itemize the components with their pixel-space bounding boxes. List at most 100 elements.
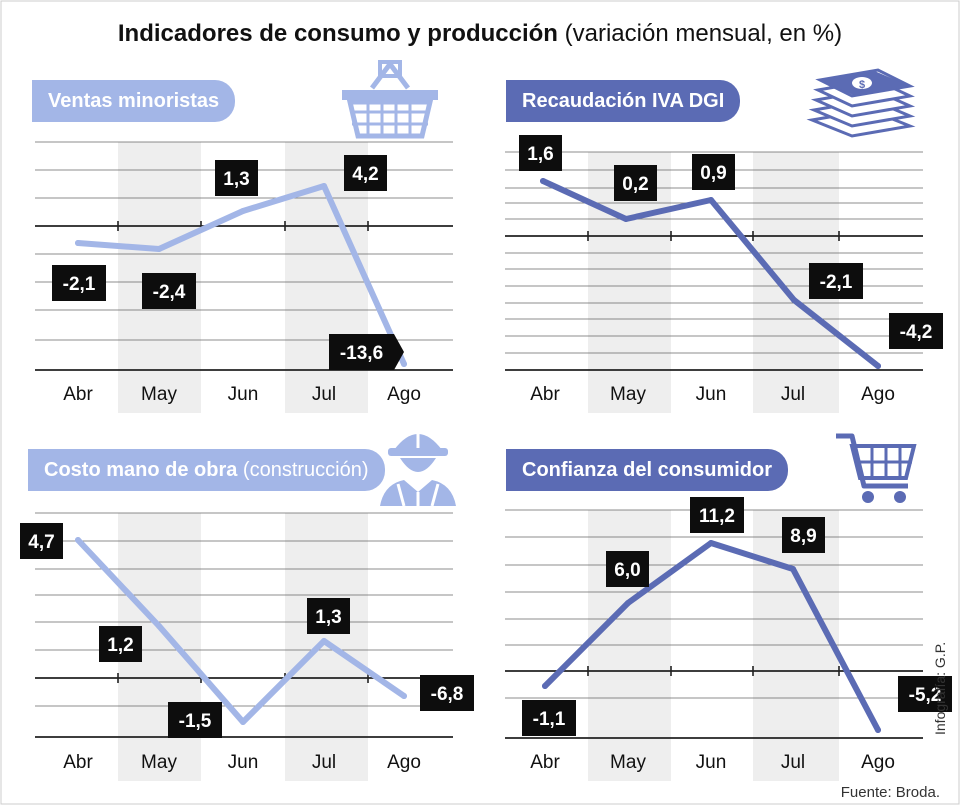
data-label-box bbox=[142, 273, 196, 309]
panel-title-confianza: Confianza del consumidor bbox=[506, 449, 789, 491]
data-label-text: -1,5 bbox=[179, 711, 212, 732]
data-label-box bbox=[809, 263, 863, 299]
data-label-box bbox=[20, 523, 63, 559]
data-label-text: -5,2 bbox=[909, 685, 942, 706]
x-tick-label: Jul bbox=[312, 752, 336, 773]
data-label: 1,3 bbox=[307, 598, 350, 634]
data-point bbox=[156, 246, 162, 252]
data-label-text: 1,3 bbox=[223, 169, 249, 190]
data-point bbox=[75, 240, 81, 246]
cart-icon bbox=[836, 433, 917, 503]
data-label-text: 1,6 bbox=[527, 144, 553, 165]
data-label-text: 0,9 bbox=[700, 163, 726, 184]
x-tick-label: Ago bbox=[861, 384, 895, 405]
data-label: -5,2 bbox=[898, 676, 952, 712]
svg-text:$: $ bbox=[859, 79, 865, 91]
column-band bbox=[753, 510, 839, 781]
data-label: -6,8 bbox=[420, 675, 474, 711]
data-label: 0,2 bbox=[614, 165, 657, 201]
x-tick-label: Ago bbox=[861, 752, 895, 773]
data-point bbox=[790, 566, 796, 572]
data-label-box bbox=[690, 497, 744, 533]
x-tick-label: May bbox=[141, 384, 177, 405]
data-label: -13,6 bbox=[329, 334, 404, 370]
data-point bbox=[540, 178, 546, 184]
data-label-text: -2,1 bbox=[820, 272, 853, 293]
basket-icon bbox=[342, 59, 438, 139]
data-label-text: -2,1 bbox=[63, 274, 96, 295]
data-label-box bbox=[606, 551, 649, 587]
x-tick-label: Abr bbox=[63, 752, 93, 773]
data-label-text: 1,2 bbox=[107, 635, 133, 656]
data-label-box bbox=[307, 598, 350, 634]
x-tick-label: Jul bbox=[312, 384, 336, 405]
x-tick-label: May bbox=[141, 752, 177, 773]
data-point bbox=[875, 363, 881, 369]
data-label: 8,9 bbox=[782, 517, 825, 553]
title-bold: Indicadores de consumo y producción bbox=[117, 20, 558, 47]
data-point bbox=[75, 537, 81, 543]
panel-title-confianza-text: Confianza del consumidor bbox=[522, 459, 773, 481]
x-tick-label: Jun bbox=[228, 752, 259, 773]
data-label-text: -13,6 bbox=[340, 343, 383, 364]
data-label-box bbox=[889, 313, 943, 349]
data-label-box bbox=[614, 165, 657, 201]
source-note: Fuente: Broda. bbox=[840, 784, 940, 801]
data-point bbox=[401, 361, 407, 367]
column-band bbox=[285, 513, 368, 781]
panel-title-iva-text: Recaudación IVA DGI bbox=[522, 90, 725, 112]
data-label-text: 0,2 bbox=[622, 174, 648, 195]
data-label-text: 8,9 bbox=[790, 526, 816, 547]
x-tick-label: Jun bbox=[228, 384, 259, 405]
panel-subtitle-costo: (construcción) bbox=[242, 459, 369, 481]
data-point bbox=[321, 183, 327, 189]
data-label-text: 4,2 bbox=[352, 164, 378, 185]
data-point bbox=[708, 197, 714, 203]
data-point bbox=[791, 297, 797, 303]
chart-confianza: Abr May Jun Jul Ago -1,1 6,0 11,2 8,9 -5,2 bbox=[505, 497, 952, 781]
data-label-text: 1,3 bbox=[315, 607, 341, 628]
data-label-box bbox=[692, 154, 735, 190]
data-label: -1,1 bbox=[522, 700, 576, 736]
x-tick-label: May bbox=[610, 384, 646, 405]
data-point bbox=[321, 638, 327, 644]
data-label: -2,1 bbox=[809, 263, 863, 299]
data-point bbox=[625, 600, 631, 606]
data-label-text: -2,4 bbox=[153, 282, 186, 303]
panel-title-ventas: Ventas minoristas bbox=[32, 80, 236, 122]
x-tick-label: Jun bbox=[696, 752, 727, 773]
panel-title-costo: Costo mano de obra (construcción) bbox=[28, 449, 385, 491]
data-point bbox=[240, 208, 246, 214]
data-label-box bbox=[52, 265, 106, 301]
x-tick-label: Ago bbox=[387, 384, 421, 405]
data-label: -4,2 bbox=[889, 313, 943, 349]
data-label-text: -1,1 bbox=[533, 709, 566, 730]
data-label: 11,2 bbox=[690, 497, 744, 533]
infographic-credit: Infografía: G.P. bbox=[932, 641, 948, 735]
data-label-box bbox=[420, 675, 474, 711]
data-label: -2,1 bbox=[52, 265, 106, 301]
title-rest: (variación mensual, en %) bbox=[564, 20, 843, 47]
data-point bbox=[708, 540, 714, 546]
x-tick-label: Abr bbox=[63, 384, 93, 405]
chart-costo: Abr May Jun Jul Ago 4,7 1,2 -1,5 1,3 -6,8 bbox=[20, 512, 474, 781]
x-tick-label: May bbox=[610, 752, 646, 773]
data-label: 4,7 bbox=[20, 523, 63, 559]
data-label: -2,4 bbox=[142, 273, 196, 309]
data-label: 0,9 bbox=[692, 154, 735, 190]
data-label-text: 4,7 bbox=[28, 532, 54, 553]
x-tick-label: Ago bbox=[387, 752, 421, 773]
data-point bbox=[542, 683, 548, 689]
data-label-box bbox=[215, 160, 258, 196]
x-tick-label: Jun bbox=[696, 384, 727, 405]
x-tick-label: Jul bbox=[781, 384, 805, 405]
data-point bbox=[875, 727, 881, 733]
data-label-box bbox=[519, 135, 562, 171]
data-point bbox=[156, 623, 162, 629]
data-label-box bbox=[782, 517, 825, 553]
data-label-box bbox=[168, 702, 222, 738]
x-tick-label: Jul bbox=[781, 752, 805, 773]
x-tick-label: Abr bbox=[530, 384, 560, 405]
